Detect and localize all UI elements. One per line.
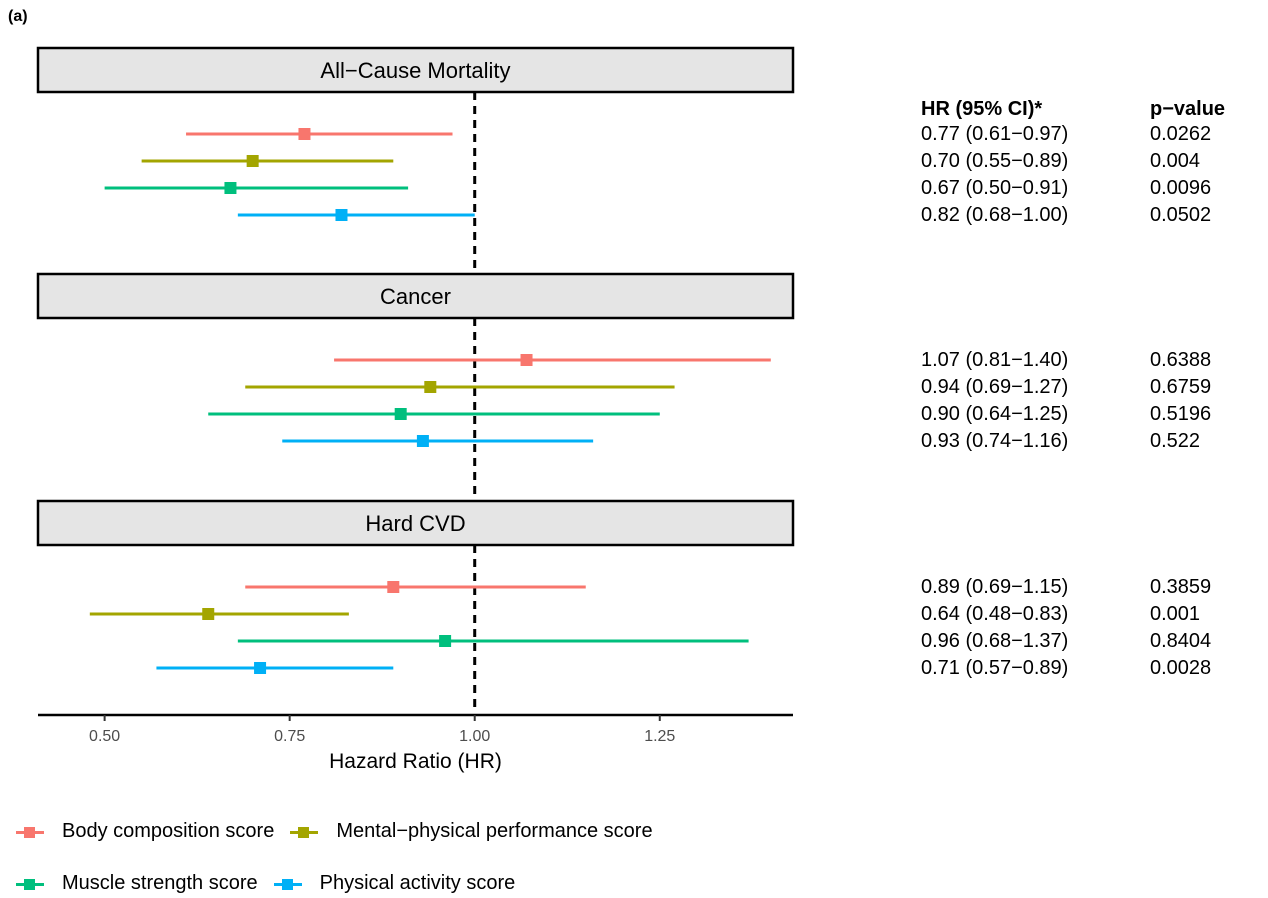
facet-strip (36, 272, 795, 320)
hr-ci-value: 0.94 (0.69−1.27) (921, 376, 1069, 398)
legend-key-mental-physical (288, 822, 320, 842)
panel-label: (a) (8, 8, 28, 25)
p-value: 0.004 (1150, 150, 1201, 172)
legend-item-muscle-strength: Muscle strength score (14, 872, 258, 895)
hr-ci-value: 0.77 (0.61−0.97) (921, 123, 1069, 145)
hr-ci-value: 0.93 (0.74−1.16) (921, 430, 1069, 452)
x-tick-label: 0.50 (89, 728, 120, 745)
p-value: 0.001 (1150, 603, 1201, 625)
hr-ci-value: 0.89 (0.69−1.15) (921, 576, 1069, 598)
hr-point (424, 381, 437, 393)
legend-key-physical-activity (272, 874, 304, 894)
hr-ci-value: 0.64 (0.48−0.83) (921, 603, 1069, 625)
x-tick-label: 0.75 (274, 728, 305, 745)
hr-point (416, 435, 429, 447)
hr-point (387, 581, 400, 593)
hr-point (246, 155, 259, 167)
hr-ci-value: 0.96 (0.68−1.37) (921, 630, 1069, 652)
hr-point (394, 408, 407, 420)
legend-label: Muscle strength score (62, 872, 258, 894)
hr-point (254, 662, 267, 674)
p-value: 0.3859 (1150, 576, 1212, 598)
facet-title: All−Cause Mortality (320, 58, 510, 83)
p-value: 0.6759 (1150, 376, 1212, 398)
legend-row-1: Body composition score Mental−physical p… (14, 820, 667, 843)
p-value-column-header: p−value (1150, 98, 1226, 120)
hr-ci-value: 0.90 (0.64−1.25) (921, 403, 1069, 425)
p-value: 0.522 (1150, 430, 1201, 452)
p-value: 0.6388 (1150, 349, 1212, 371)
legend-key-muscle-strength (14, 874, 46, 894)
facet-title: Hard CVD (365, 511, 465, 536)
p-value: 0.8404 (1150, 630, 1212, 652)
x-tick-label: 1.25 (644, 728, 675, 745)
x-tick-label: 1.00 (459, 728, 490, 745)
x-axis-label: Hazard Ratio (HR) (329, 750, 502, 773)
hr-point (439, 635, 452, 647)
p-value: 0.0262 (1150, 123, 1212, 145)
facet-title: Cancer (380, 284, 451, 309)
legend-label: Mental−physical performance score (336, 820, 653, 842)
legend-item-mental-physical: Mental−physical performance score (288, 820, 653, 843)
legend-label: Physical activity score (319, 872, 516, 894)
p-value: 0.0028 (1150, 657, 1212, 679)
p-value: 0.0502 (1150, 204, 1212, 226)
hr-point (224, 182, 237, 194)
legend-key-body-composition (14, 822, 46, 842)
hr-column-header: HR (95% CI)* (921, 98, 1043, 120)
legend-row-2: Muscle strength score Physical activity … (14, 872, 529, 895)
legend-item-body-composition: Body composition score (14, 820, 274, 843)
hr-ci-value: 0.70 (0.55−0.89) (921, 150, 1069, 172)
legend-item-physical-activity: Physical activity score (272, 872, 516, 895)
p-value: 0.0096 (1150, 177, 1212, 199)
hr-point (335, 209, 348, 221)
hr-point (202, 608, 215, 620)
facet-strip (36, 499, 795, 547)
hr-ci-value: 0.71 (0.57−0.89) (921, 657, 1069, 679)
hr-point (520, 354, 533, 366)
p-value: 0.5196 (1150, 403, 1212, 425)
facet-strip (36, 46, 795, 94)
hr-ci-value: 1.07 (0.81−1.40) (921, 349, 1069, 371)
legend-label: Body composition score (62, 820, 275, 842)
hr-point (298, 128, 311, 140)
hr-ci-value: 0.82 (0.68−1.00) (921, 204, 1069, 226)
hr-ci-value: 0.67 (0.50−0.91) (921, 177, 1069, 199)
